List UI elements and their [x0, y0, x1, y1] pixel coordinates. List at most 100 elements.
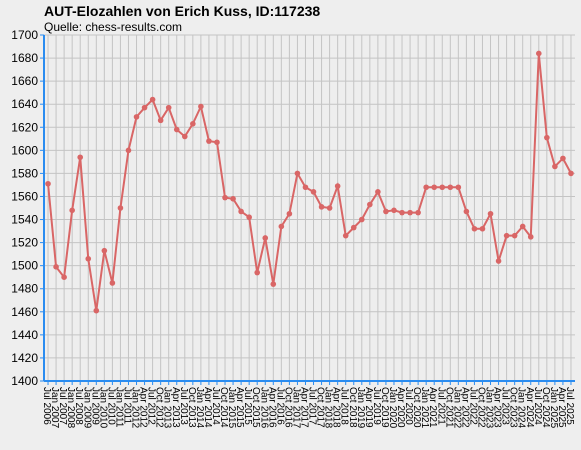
y-tick-label: 1680	[11, 51, 38, 65]
point	[294, 170, 301, 177]
x-tick-label: Jan 2021	[419, 387, 430, 429]
point	[173, 126, 180, 133]
point	[479, 225, 486, 232]
x-tick-label: Jul 2023	[500, 387, 511, 425]
point	[447, 184, 454, 191]
point	[254, 269, 261, 276]
x-tick-label: Apr 2020	[395, 387, 406, 428]
point	[535, 50, 542, 57]
y-tick-label: 1440	[11, 328, 38, 342]
point	[503, 232, 510, 239]
x-tick-label: Jul 2018	[339, 387, 350, 425]
point	[391, 207, 397, 214]
point	[552, 163, 558, 170]
x-tick-label: Oct 2012	[154, 387, 165, 428]
y-tick-label: 1620	[11, 120, 38, 134]
point	[141, 104, 148, 111]
point	[568, 170, 574, 177]
x-tick-label: Jul 2022	[467, 387, 478, 425]
x-tick-label: Oct 2014	[218, 387, 229, 428]
x-tick-label: Oct 2020	[411, 387, 422, 428]
y-tick-label: 1480	[11, 282, 38, 296]
point	[133, 114, 140, 120]
point	[61, 274, 67, 281]
chart-subtitle: Quelle: chess-results.com	[44, 20, 182, 34]
point	[117, 205, 124, 211]
point	[149, 96, 156, 103]
line	[47, 53, 572, 311]
point	[495, 258, 502, 264]
x-tick-label: Jan 2023	[484, 387, 495, 429]
point	[367, 201, 373, 208]
point	[334, 183, 341, 189]
x-tick-label: Oct 2015	[250, 387, 261, 428]
point	[214, 139, 220, 146]
x-tick-label: Jan 2024	[516, 387, 527, 429]
point	[350, 224, 357, 231]
x-tick-label: Apr 2025	[556, 387, 567, 428]
x-tick-label: Oct 2024	[540, 387, 551, 428]
point	[278, 223, 285, 230]
y-tick-label: 1640	[11, 97, 38, 111]
x-tick-label: Apr 2014	[202, 387, 213, 428]
x-tick-label: Oct 2019	[379, 387, 390, 428]
point	[560, 155, 566, 162]
point	[45, 180, 51, 187]
point	[93, 307, 100, 314]
x-tick-label: Jul 2021	[435, 387, 446, 425]
point	[439, 184, 446, 191]
point	[230, 195, 236, 202]
point	[326, 205, 333, 211]
x-tick-label: Jul 2024	[532, 387, 543, 425]
x-tick-label: Jan 2012	[130, 387, 141, 429]
x-tick-label: Apr 2017	[298, 387, 309, 428]
point	[246, 214, 252, 221]
x-tick-label: Apr 2021	[427, 387, 438, 428]
point	[157, 117, 164, 124]
x-tick-label: Oct 2016	[282, 387, 293, 428]
x-tick-label: Jan 2011	[113, 387, 124, 428]
x-tick-label: Jul 2010	[105, 387, 116, 425]
x-tick-label: Jan 2025	[548, 387, 559, 429]
x-tick-label: Jul 2006	[41, 387, 52, 425]
x-tick-label: Jul 2025	[564, 387, 575, 425]
x-tick-label: Jan 2009	[81, 387, 92, 429]
x-tick-label: Apr 2018	[331, 387, 342, 428]
x-tick-label: Jan 2015	[226, 387, 237, 429]
point	[455, 184, 462, 191]
x-tick-label: Jan 2017	[290, 387, 301, 429]
point	[358, 216, 365, 223]
x-tick-label: Jan 2007	[49, 387, 60, 429]
x-tick-label: Jul 2016	[274, 387, 285, 425]
point	[165, 104, 172, 111]
point	[310, 189, 317, 195]
point	[519, 223, 526, 230]
point	[431, 184, 438, 191]
x-tick-label: Jul 2013	[178, 387, 189, 425]
point	[399, 209, 405, 216]
point	[238, 208, 244, 215]
x-tick-label: Jan 2016	[258, 387, 269, 429]
x-tick-label: Apr 2013	[170, 387, 181, 428]
point	[262, 235, 269, 241]
point	[77, 154, 84, 161]
x-tick-label: Jul 2017	[307, 387, 318, 425]
chart-title: AUT-Elozahlen von Erich Kuss, ID:117238	[44, 3, 320, 19]
x-tick-label: Jul 2012	[146, 387, 157, 425]
point	[109, 280, 116, 286]
point	[53, 264, 59, 270]
x-tick-label: Jan 2022	[451, 387, 462, 429]
point	[544, 134, 550, 141]
x-tick-label: Jul 2008	[73, 387, 84, 425]
point	[471, 225, 478, 232]
x-tick-label: Jul 2019	[371, 387, 382, 425]
y-tick-label: 1420	[11, 351, 38, 365]
y-tick-label: 1520	[11, 236, 38, 250]
y-tick-label: 1700	[11, 28, 38, 42]
point	[206, 138, 212, 144]
point	[423, 184, 429, 191]
x-tick-label: Jan 2018	[323, 387, 334, 429]
point	[69, 207, 75, 214]
x-tick-label: Oct 2023	[508, 387, 519, 428]
